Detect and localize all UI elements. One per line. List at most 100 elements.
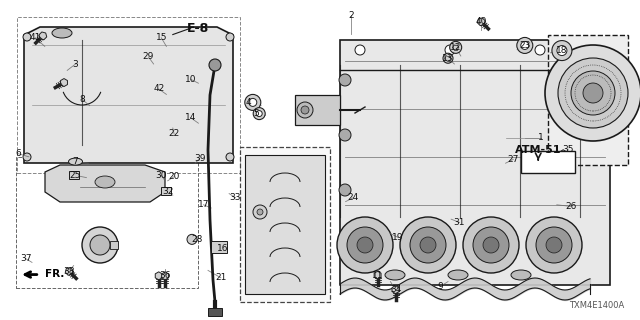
Circle shape — [226, 153, 234, 161]
Polygon shape — [61, 79, 67, 87]
Polygon shape — [477, 18, 485, 26]
Text: 27: 27 — [508, 155, 519, 164]
Text: 9: 9 — [438, 282, 443, 291]
Circle shape — [546, 237, 562, 253]
Circle shape — [558, 58, 628, 128]
Circle shape — [517, 37, 532, 53]
Ellipse shape — [385, 270, 405, 280]
Bar — [16, 157, 198, 288]
Text: 3: 3 — [73, 60, 78, 68]
Polygon shape — [156, 272, 162, 280]
Polygon shape — [392, 286, 399, 294]
Text: 7: 7 — [73, 157, 78, 166]
Text: 13: 13 — [442, 54, 454, 63]
Text: 21: 21 — [215, 273, 227, 282]
Bar — [208, 308, 222, 316]
Circle shape — [483, 237, 499, 253]
Ellipse shape — [511, 270, 531, 280]
Ellipse shape — [448, 270, 468, 280]
Bar — [295, 95, 340, 125]
Text: 36: 36 — [159, 271, 171, 280]
Circle shape — [545, 45, 640, 141]
Text: 16: 16 — [217, 244, 228, 253]
Polygon shape — [65, 268, 73, 275]
Circle shape — [355, 45, 365, 55]
Text: 38: 38 — [63, 267, 75, 276]
Text: 31: 31 — [454, 218, 465, 227]
Text: 25: 25 — [70, 171, 81, 180]
Circle shape — [536, 227, 572, 263]
Bar — [69, 171, 79, 179]
Circle shape — [347, 227, 383, 263]
Text: 35: 35 — [563, 145, 574, 154]
Circle shape — [226, 33, 234, 41]
Circle shape — [339, 74, 351, 86]
Ellipse shape — [95, 176, 115, 188]
Circle shape — [301, 106, 309, 114]
Ellipse shape — [68, 158, 83, 165]
Circle shape — [253, 205, 267, 219]
Circle shape — [473, 227, 509, 263]
Circle shape — [339, 184, 351, 196]
Circle shape — [23, 33, 31, 41]
Text: E-8: E-8 — [188, 22, 209, 35]
Polygon shape — [162, 272, 168, 280]
Circle shape — [521, 42, 529, 50]
Circle shape — [463, 217, 519, 273]
Polygon shape — [340, 40, 610, 285]
Text: FR.: FR. — [45, 268, 64, 279]
Text: 39: 39 — [194, 154, 205, 163]
Circle shape — [187, 234, 197, 244]
Polygon shape — [45, 165, 165, 202]
Circle shape — [583, 83, 603, 103]
Circle shape — [410, 227, 446, 263]
Text: 8: 8 — [79, 95, 84, 104]
Text: 30: 30 — [156, 171, 167, 180]
Text: 37: 37 — [20, 254, 31, 263]
Circle shape — [571, 71, 615, 115]
Text: 32: 32 — [162, 187, 173, 196]
Text: 12: 12 — [450, 43, 461, 52]
Circle shape — [249, 99, 257, 107]
Bar — [110, 241, 118, 249]
Ellipse shape — [52, 28, 72, 38]
Text: 14: 14 — [185, 113, 196, 122]
Polygon shape — [557, 150, 570, 154]
Text: 19: 19 — [392, 233, 404, 242]
Text: 11: 11 — [372, 271, 383, 280]
Text: 1: 1 — [538, 133, 543, 142]
Circle shape — [557, 45, 567, 56]
Text: 29: 29 — [143, 52, 154, 61]
Text: ATM-51: ATM-51 — [515, 145, 561, 155]
Circle shape — [357, 237, 373, 253]
Text: 20: 20 — [168, 172, 180, 181]
Circle shape — [256, 111, 262, 116]
Bar — [211, 241, 227, 253]
Bar — [548, 35, 628, 165]
Circle shape — [82, 227, 118, 263]
Circle shape — [445, 45, 455, 55]
FancyBboxPatch shape — [520, 151, 575, 172]
Polygon shape — [39, 32, 47, 40]
Text: 22: 22 — [168, 129, 180, 138]
Text: 26: 26 — [565, 202, 577, 211]
Circle shape — [90, 235, 110, 255]
Circle shape — [420, 237, 436, 253]
Text: 18: 18 — [556, 46, 568, 55]
Text: 24: 24 — [348, 193, 359, 202]
Text: 33: 33 — [230, 193, 241, 202]
Text: 6: 6 — [15, 149, 20, 158]
Circle shape — [526, 217, 582, 273]
Text: 34: 34 — [390, 285, 401, 294]
Bar — [161, 187, 172, 195]
Text: 23: 23 — [519, 41, 531, 50]
Circle shape — [297, 102, 313, 118]
Text: 42: 42 — [153, 84, 164, 93]
Circle shape — [257, 209, 263, 215]
Circle shape — [400, 217, 456, 273]
Bar — [17, 17, 240, 173]
Bar — [240, 147, 330, 302]
Text: TXM4E1400A: TXM4E1400A — [569, 301, 624, 310]
Circle shape — [443, 53, 453, 63]
Text: 17: 17 — [198, 200, 209, 209]
